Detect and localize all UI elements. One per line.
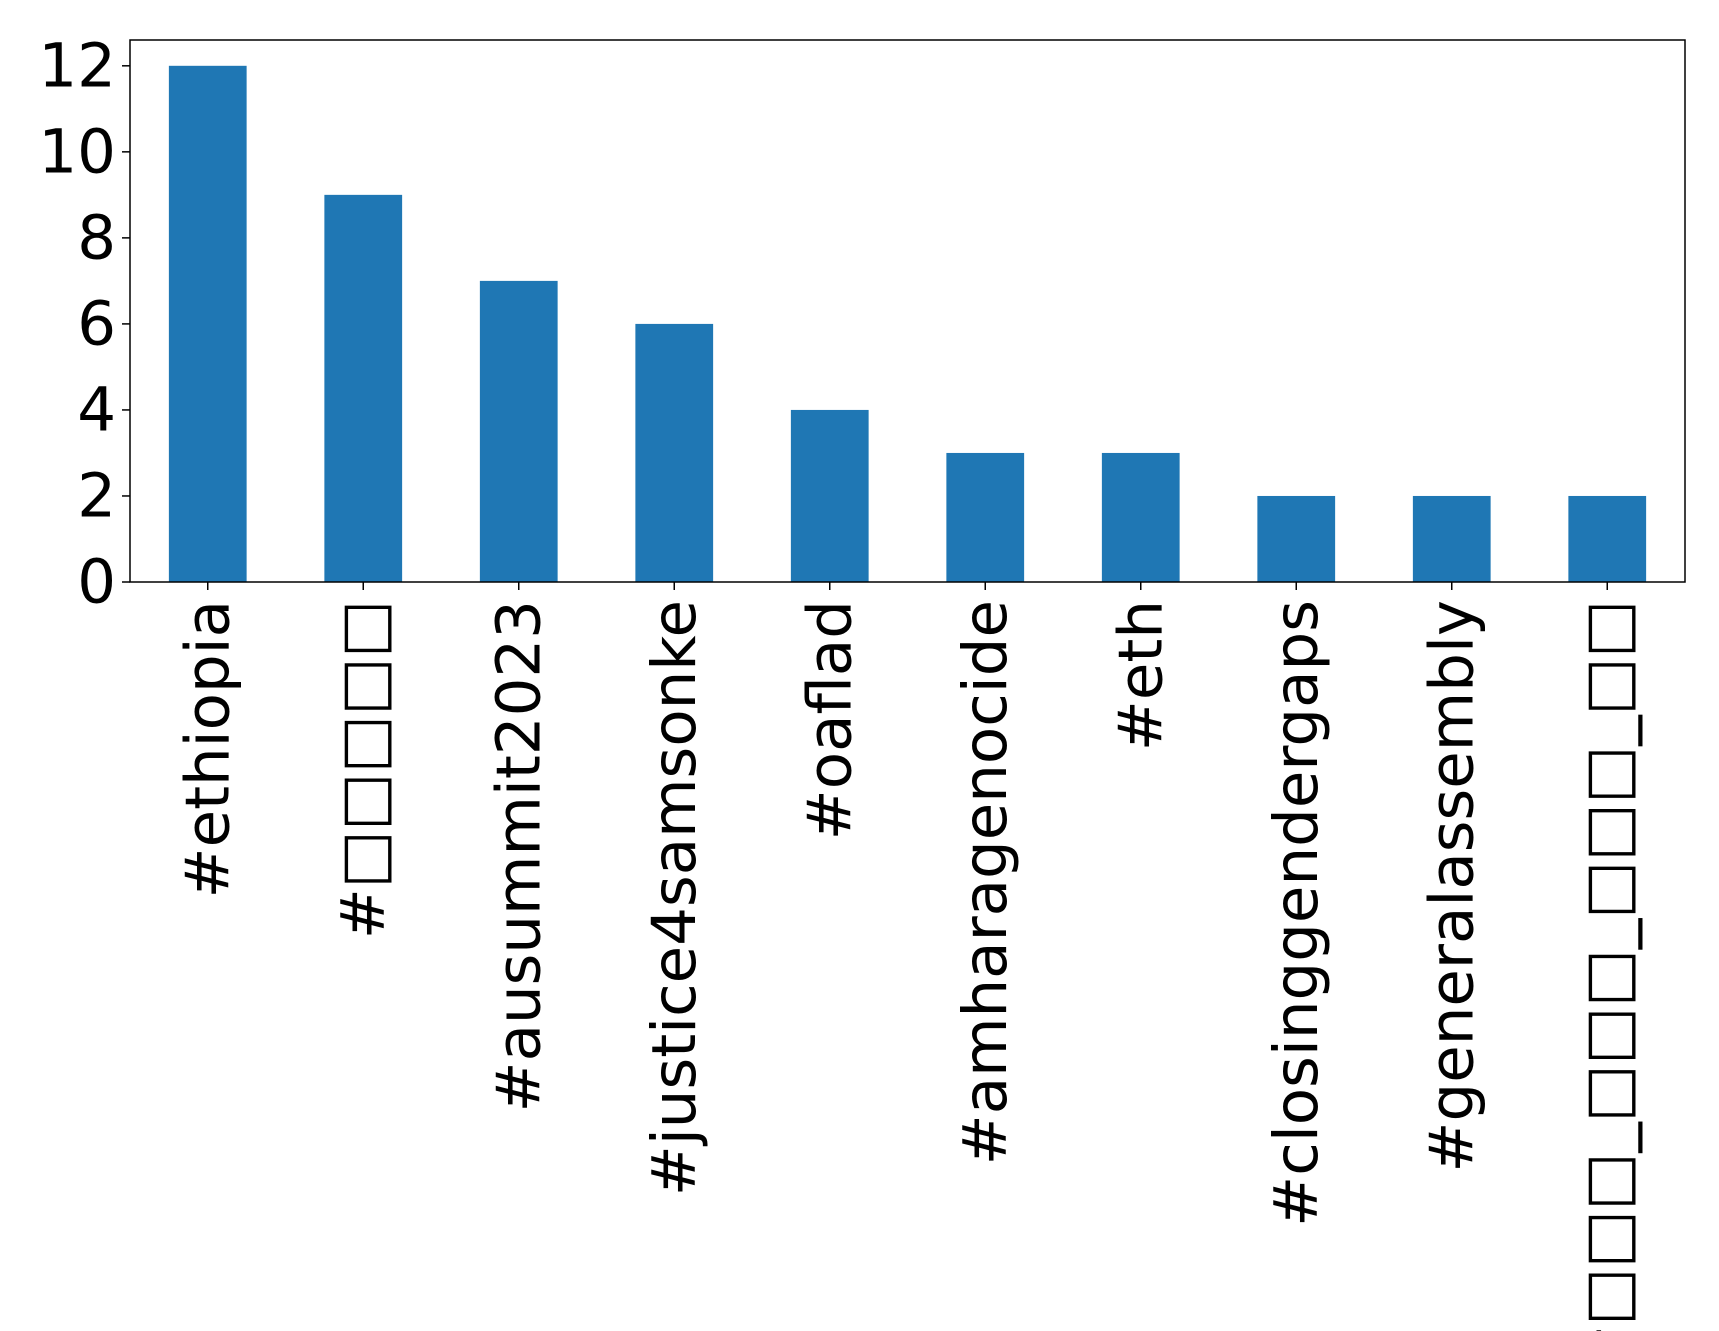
bar-1 [324,194,403,582]
plot-frame [129,39,1686,583]
y-tick-label-5: 10 [38,116,116,187]
bar-6 [1101,452,1180,582]
bar-4 [790,409,869,582]
y-tick-label-6: 12 [38,30,116,101]
bar-3 [635,323,714,582]
y-tick-label-0: 0 [77,547,116,618]
x-tick-label-3: #justice4samsonke [639,600,710,1196]
bar-2 [479,280,558,582]
x-tick-label-6: #eth [1105,600,1176,751]
y-tick-label-4: 8 [77,202,116,273]
x-tick-label-8: #generalassembly [1416,600,1487,1173]
x-tick-label-4: #oaflad [794,600,865,840]
bar-7 [1257,495,1336,582]
x-tick-label-0: #ethiopia [172,600,243,899]
y-tick-label-1: 2 [77,460,116,531]
x-tick-label-7: #closinggendergaps [1261,600,1332,1227]
y-tick-label-3: 6 [77,288,116,359]
y-axis: 0 2 4 6 8 10 12 [38,30,130,618]
bar-9 [1568,495,1647,582]
bar-8 [1412,495,1491,582]
y-tick-label-2: 4 [77,374,116,445]
x-tick-label-1: #□□□□□ [328,600,399,939]
x-tick-label-2: #ausummit2023 [483,600,554,1113]
bar-5 [946,452,1025,582]
bars-group [168,65,1647,583]
x-axis: #ethiopia #□□□□□ #ausummit2023 #justice4sam… [172,582,1643,1331]
bar-0 [168,65,247,583]
x-tick-label-9: #□□□_□□□_□□□_□□ [1572,600,1643,1331]
x-tick-label-5: #amharagenocide [950,600,1021,1165]
